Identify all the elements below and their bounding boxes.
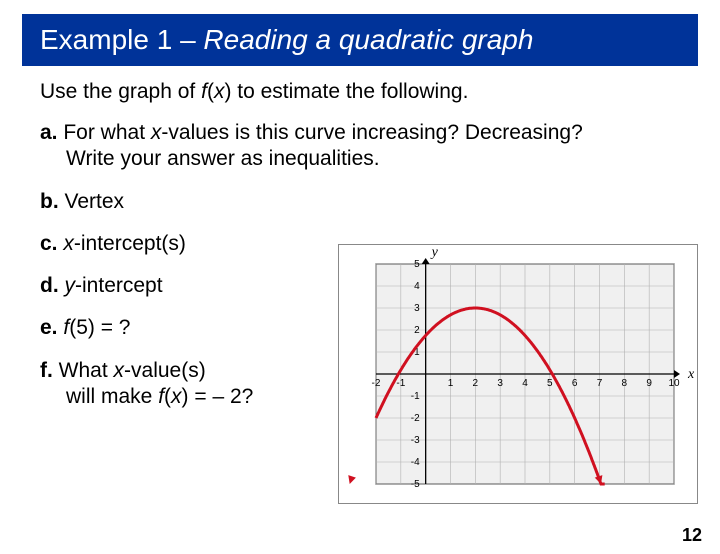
- svg-text:2: 2: [414, 325, 420, 336]
- question-a: a. For what x-values is this curve incre…: [40, 120, 680, 173]
- svg-text:-5: -5: [411, 479, 420, 490]
- qc-post: -intercept(s): [74, 232, 186, 255]
- svg-text:1: 1: [448, 378, 454, 389]
- question-e: e. f(5) = ?: [40, 315, 380, 341]
- svg-text:4: 4: [522, 378, 528, 389]
- intro-x: x: [214, 80, 225, 103]
- qf-l2-paren: (: [164, 385, 171, 408]
- svg-text:5: 5: [414, 259, 420, 270]
- title-main: Reading a quadratic graph: [203, 24, 533, 55]
- svg-text:-1: -1: [411, 391, 420, 402]
- svg-text:6: 6: [572, 378, 578, 389]
- qa-pre: For what: [58, 121, 151, 144]
- svg-text:3: 3: [414, 303, 420, 314]
- svg-text:-4: -4: [411, 457, 420, 468]
- question-d: d. y-intercept: [40, 273, 380, 299]
- chart-svg: -2-112345678910-5-4-3-2-112345xy: [338, 244, 698, 504]
- svg-text:-1: -1: [396, 378, 405, 389]
- svg-text:4: 4: [414, 281, 420, 292]
- qe-label: e.: [40, 316, 58, 339]
- question-f: f. What x-value(s) will make f(x) = – 2?: [40, 358, 380, 411]
- svg-text:5: 5: [547, 378, 553, 389]
- qf-l1-pre: What: [53, 359, 114, 382]
- intro-text: Use the graph of f(x) to estimate the fo…: [40, 80, 680, 104]
- svg-text:2: 2: [473, 378, 479, 389]
- intro-paren: (: [207, 80, 214, 103]
- left-column: b. Vertex c. x-intercept(s) d. y-interce…: [40, 189, 380, 411]
- intro-pre: Use the graph of: [40, 80, 201, 103]
- page-number: 12: [682, 525, 702, 546]
- svg-text:9: 9: [646, 378, 652, 389]
- qa-x: x: [151, 121, 162, 144]
- qf-l2-x: x: [171, 385, 182, 408]
- title-bar: Example 1 – Reading a quadratic graph: [22, 14, 698, 66]
- qd-label: d.: [40, 274, 59, 297]
- intro-post: ) to estimate the following.: [224, 80, 468, 103]
- qc-x: x: [63, 232, 74, 255]
- qb-text: Vertex: [59, 190, 124, 213]
- svg-text:-3: -3: [411, 435, 420, 446]
- svg-text:-2: -2: [372, 378, 381, 389]
- svg-text:-2: -2: [411, 413, 420, 424]
- qf-label: f.: [40, 359, 53, 382]
- qd-y: y: [65, 274, 76, 297]
- qf-l1-x: x: [114, 359, 125, 382]
- svg-text:3: 3: [497, 378, 503, 389]
- qc-label: c.: [40, 232, 58, 255]
- qf-l2-post: ) = – 2?: [182, 385, 254, 408]
- qf-l1-post: -value(s): [124, 359, 206, 382]
- qa-post: -values is this curve increasing? Decrea…: [161, 121, 582, 144]
- svg-text:y: y: [430, 245, 439, 260]
- question-c: c. x-intercept(s): [40, 231, 380, 257]
- qf-l2-pre: will make: [66, 385, 158, 408]
- qa-line2: Write your answer as inequalities.: [40, 146, 680, 172]
- qb-label: b.: [40, 190, 59, 213]
- qa-label: a.: [40, 121, 58, 144]
- svg-text:8: 8: [622, 378, 628, 389]
- quadratic-chart: -2-112345678910-5-4-3-2-112345xy: [338, 244, 698, 504]
- question-b: b. Vertex: [40, 189, 380, 215]
- title-prefix: Example 1 –: [40, 24, 203, 55]
- svg-text:x: x: [687, 367, 695, 382]
- qd-post: -intercept: [75, 274, 163, 297]
- qf-line2: will make f(x) = – 2?: [40, 384, 380, 410]
- qe-arg: (5) = ?: [69, 316, 130, 339]
- svg-text:10: 10: [668, 378, 680, 389]
- svg-text:7: 7: [597, 378, 603, 389]
